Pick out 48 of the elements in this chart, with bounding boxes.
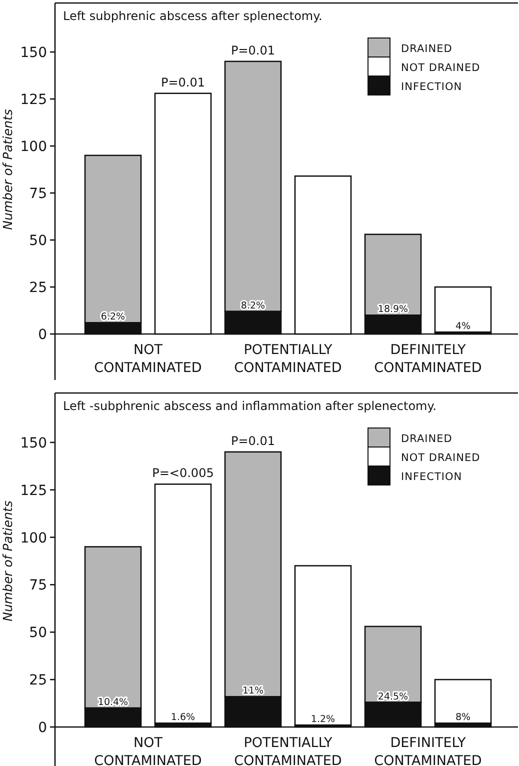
annotation: 18.9% bbox=[378, 304, 408, 316]
y-tick-label: 0 bbox=[38, 327, 47, 343]
bar bbox=[154, 484, 212, 724]
annotation: 1.2% bbox=[310, 714, 336, 726]
annotation: 1.6% bbox=[170, 712, 196, 724]
y-tick-label: 125 bbox=[20, 92, 47, 108]
y-tick-label: 75 bbox=[29, 578, 47, 594]
annotation: P=<0.005 bbox=[152, 466, 214, 480]
legend-label: INFECTION bbox=[401, 471, 462, 483]
x-tick-label: POTENTIALLY CONTAMINATED bbox=[234, 342, 342, 376]
bar bbox=[294, 565, 352, 726]
x-tick-label: NOT CONTAMINATED bbox=[94, 735, 202, 766]
y-tick-label: 100 bbox=[20, 139, 47, 155]
annotation: 4% bbox=[455, 321, 471, 332]
x-tick-label: DEFINITELY CONTAMINATED bbox=[374, 342, 482, 376]
y-tick-label: 150 bbox=[20, 45, 47, 61]
annotation: 8% bbox=[455, 712, 471, 724]
annotation: 24.5% bbox=[378, 691, 408, 702]
y-axis-title: Number of Patients bbox=[0, 500, 15, 622]
y-tick-label: 25 bbox=[29, 280, 47, 296]
x-tick-label: NOT CONTAMINATED bbox=[94, 342, 202, 376]
legend-label: DRAINED bbox=[401, 433, 452, 445]
y-tick-label: 0 bbox=[38, 720, 47, 736]
y-tick-label: 100 bbox=[20, 530, 47, 546]
y-tick-label: 150 bbox=[20, 435, 47, 452]
x-tick-label: POTENTIALLY CONTAMINATED bbox=[234, 735, 342, 766]
annotation: 6.2% bbox=[100, 312, 126, 323]
annotation: 11% bbox=[242, 686, 264, 697]
y-tick-label: 75 bbox=[29, 186, 47, 202]
annotation: 8.2% bbox=[240, 300, 266, 312]
x-tick-label: DEFINITELY CONTAMINATED bbox=[374, 735, 482, 766]
annotation: P=0.01 bbox=[230, 43, 276, 58]
bar bbox=[434, 678, 492, 724]
y-tick-label: 125 bbox=[20, 482, 47, 499]
annotation: P=0.01 bbox=[230, 434, 276, 448]
legend-label: NOT DRAINED bbox=[401, 452, 480, 464]
legend-label: DRAINED bbox=[401, 43, 452, 55]
legend-label: INFECTION bbox=[401, 81, 462, 93]
bar bbox=[434, 286, 492, 333]
y-axis-title: Number of Patients bbox=[0, 108, 15, 230]
annotation: 10.4% bbox=[98, 697, 128, 708]
y-tick-label: 50 bbox=[29, 233, 47, 249]
y-tick-label: 50 bbox=[29, 625, 47, 642]
legend-label: NOT DRAINED bbox=[401, 62, 480, 74]
chart-title: Left subphrenic abscess after splenectomy. bbox=[63, 9, 322, 23]
y-tick-label: 25 bbox=[29, 672, 47, 689]
annotation: P=0.01 bbox=[160, 75, 206, 90]
chart-title: Left -subphrenic abscess and inflammation after splenectomy. bbox=[63, 399, 436, 413]
